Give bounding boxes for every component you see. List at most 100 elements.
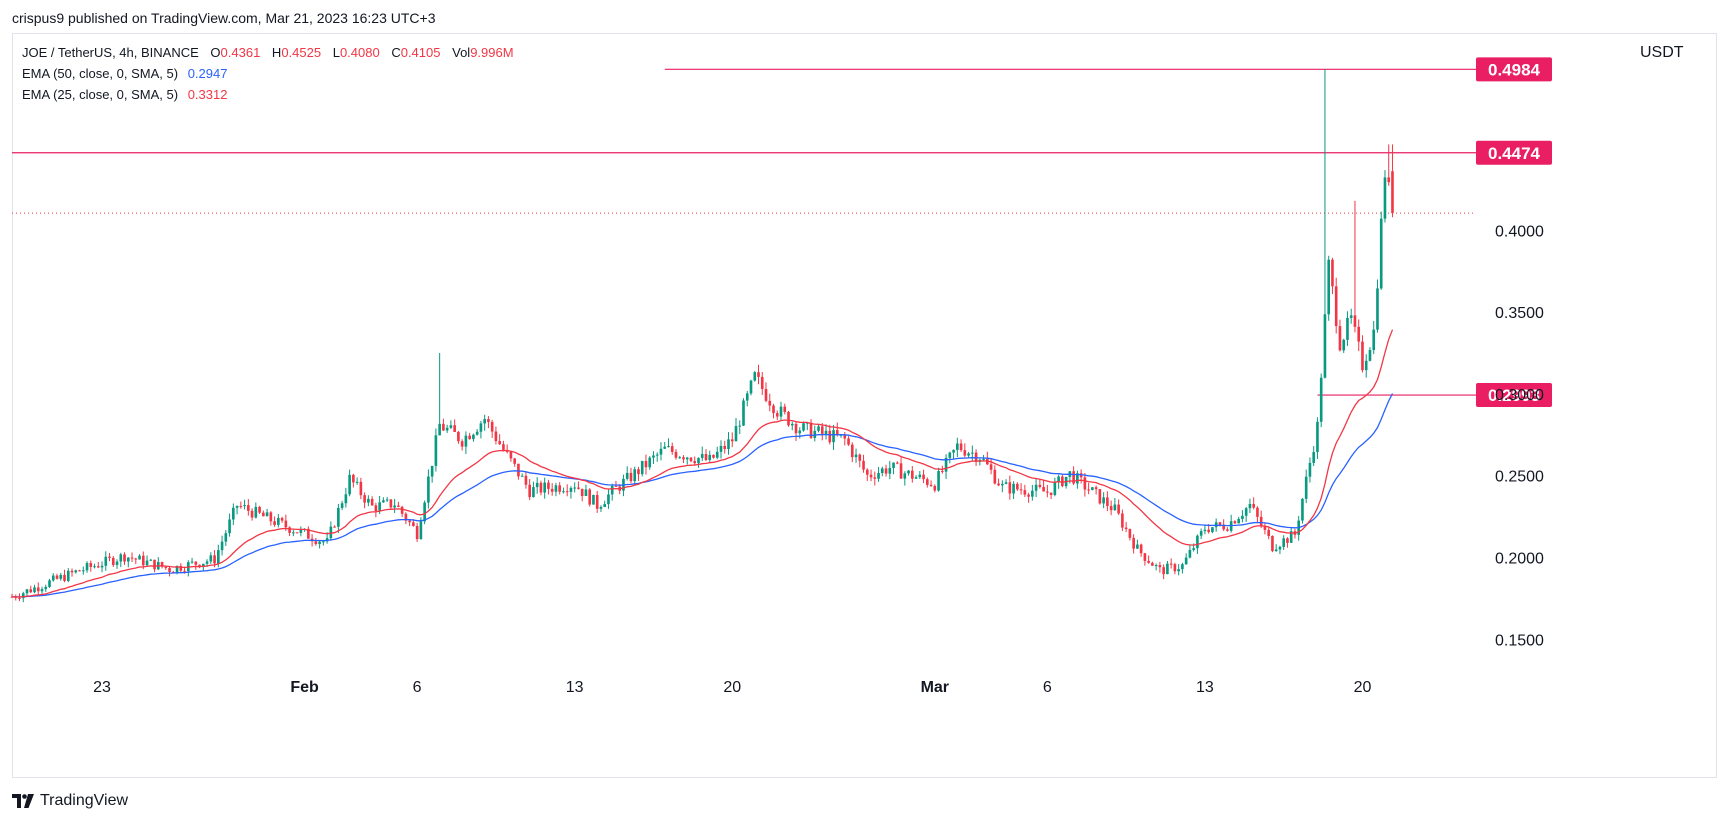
candle-body (224, 533, 228, 542)
candle-body (562, 491, 565, 493)
candle-body (734, 426, 738, 442)
candle (1271, 535, 1274, 553)
candle (404, 512, 408, 525)
candle-body (217, 550, 220, 564)
candle (44, 584, 48, 593)
x-tick-label: Feb (290, 679, 319, 696)
candle (1162, 564, 1165, 580)
candle (708, 450, 712, 462)
candle (96, 561, 100, 569)
ohlc-close-key: C (391, 45, 401, 60)
candle (1327, 255, 1331, 321)
candle-body (1222, 524, 1225, 530)
candle-body (382, 500, 385, 503)
candle (888, 460, 892, 480)
candle-body (397, 505, 400, 507)
candle (599, 505, 603, 512)
candle (854, 448, 858, 463)
candle-body (130, 557, 134, 559)
candle-body (843, 434, 847, 439)
candle (130, 552, 134, 562)
candle-body (123, 554, 126, 562)
candle (314, 537, 318, 546)
candle (790, 421, 794, 431)
candle-body (790, 423, 794, 426)
candle (1379, 211, 1383, 290)
candle (318, 540, 321, 549)
candle-body (141, 555, 145, 566)
candle (453, 419, 456, 433)
candle-body (858, 454, 862, 461)
candle-body (1357, 326, 1361, 342)
candle (307, 526, 310, 539)
candle (648, 456, 652, 470)
candle-body (502, 444, 505, 450)
candle-body (59, 574, 63, 579)
ema50-legend[interactable]: EMA (50, close, 0, SMA, 5) 0.2947 (22, 66, 227, 81)
y-tick-label: 0.3500 (1495, 305, 1544, 322)
candle (884, 464, 888, 477)
candle (783, 403, 787, 415)
candle (1008, 475, 1012, 500)
candle-body (685, 457, 689, 460)
candle (70, 568, 74, 577)
candle-body (1199, 531, 1203, 536)
candle (625, 466, 629, 481)
candle-body (228, 519, 231, 534)
candle (1376, 279, 1379, 333)
candle (48, 578, 51, 588)
candle-body (565, 491, 569, 493)
candle-body (378, 502, 381, 511)
candle (449, 420, 453, 429)
candle-body (111, 557, 115, 565)
candle-body (862, 460, 865, 470)
candle (633, 466, 637, 484)
candle (475, 429, 479, 436)
candle-body (408, 520, 411, 523)
candle-body (884, 468, 888, 474)
ema25-legend[interactable]: EMA (25, close, 0, SMA, 5) 0.3312 (22, 87, 227, 102)
candle-body (794, 423, 798, 434)
candle (164, 566, 168, 571)
candle-body (1379, 218, 1383, 289)
candle-body (1121, 513, 1124, 528)
candle-body (1106, 497, 1109, 507)
candle (1308, 457, 1312, 483)
candle-body (558, 485, 562, 492)
candle (1304, 469, 1308, 504)
footer-brand[interactable]: TradingView (12, 792, 128, 810)
candle-body (1233, 521, 1237, 524)
candle-body (1128, 529, 1132, 538)
candle (667, 438, 670, 448)
candle-body (445, 427, 449, 431)
candle (160, 561, 164, 569)
candle-body (352, 474, 355, 483)
candle-body (592, 494, 595, 505)
candle-body (607, 494, 610, 505)
candle (956, 437, 959, 458)
candle (1113, 497, 1117, 511)
x-tick-label: 6 (413, 679, 422, 696)
candle (742, 398, 745, 427)
candle-body (1143, 553, 1147, 561)
candle-body (948, 452, 952, 458)
ohlc-close: C0.4105 (383, 45, 440, 60)
candle-body (284, 520, 288, 528)
candle (1274, 544, 1278, 552)
candle (775, 410, 779, 421)
candle-body (644, 460, 648, 468)
candle (457, 430, 460, 444)
candle-body (1083, 477, 1087, 490)
candle-body (1169, 563, 1173, 565)
candle (460, 439, 464, 451)
candle-body (1338, 326, 1342, 351)
candle (989, 458, 993, 475)
candle (1372, 320, 1376, 355)
x-tick-label: Mar (921, 679, 949, 696)
candle (490, 419, 494, 438)
candle (1147, 555, 1150, 564)
candle-body (385, 499, 389, 501)
candle-body (967, 453, 970, 456)
candle-body (1173, 564, 1177, 572)
